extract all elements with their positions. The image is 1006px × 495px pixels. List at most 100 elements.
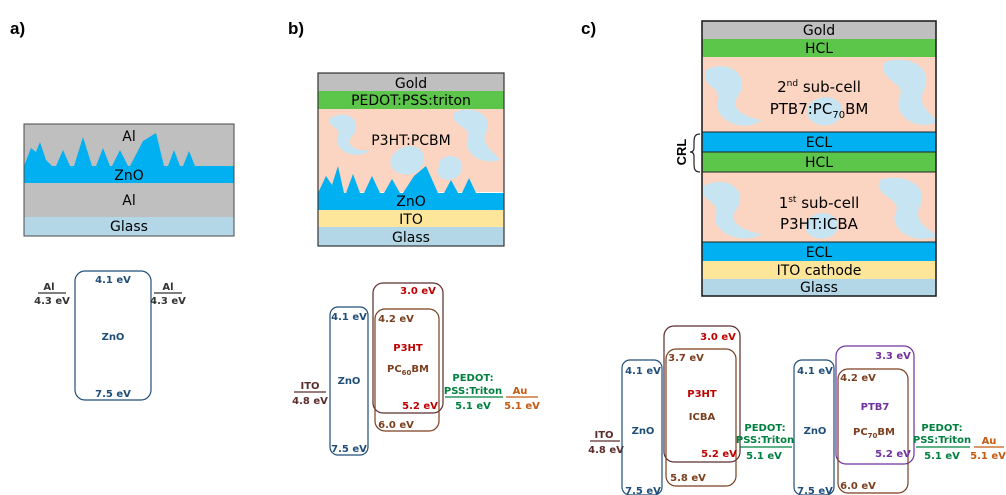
- panel-c-device-stack: Gold HCL 2nd sub-cell PTB7:PC70BM ECL HC…: [701, 20, 937, 297]
- layer-label-al-top: Al: [122, 129, 135, 145]
- band-c-pedot1-line2: PSS:Triton: [736, 435, 794, 446]
- panel-a-device-stack: Al ZnO Al Glass: [23, 123, 235, 237]
- layer-label-subcell-1-material: P3HT:ICBA: [780, 215, 859, 233]
- crl-brace: [689, 133, 701, 173]
- band-b-zno-top: 4.1 eV: [331, 312, 367, 323]
- band-a-zno-box: [74, 270, 152, 401]
- layer-al-bottom: [24, 183, 234, 217]
- band-c-ptb7: PTB7: [861, 402, 890, 413]
- band-b-zno: ZnO: [338, 376, 361, 387]
- zno-spike: [183, 151, 195, 166]
- band-c-p3ht-box: [663, 325, 741, 463]
- layer-gold: [702, 21, 936, 39]
- stack-border: [701, 20, 937, 297]
- band-c-pc70: PC70BM: [853, 427, 895, 440]
- band-b-pcbm-box: [374, 308, 440, 432]
- zno-spike: [130, 133, 164, 166]
- layer-ito-cathode: [702, 261, 936, 279]
- layer-label-ito-cathode: ITO cathode: [777, 263, 862, 279]
- band-b-p3ht-top: 3.0 eV: [400, 286, 436, 297]
- layer-label-subcell-2: 2nd sub-cell: [777, 78, 861, 96]
- band-a-right-metal: Al: [162, 282, 173, 293]
- zno-spikes-1: [24, 142, 52, 166]
- layer-label-ito: ITO: [399, 212, 423, 228]
- band-c-au: Au: [982, 436, 997, 447]
- band-c-ptb7-box: [835, 345, 915, 465]
- band-c-ptb7-top: 3.3 eV: [875, 351, 911, 362]
- band-c-ito: ITO: [594, 430, 613, 441]
- band-c-pc70-box: [837, 368, 909, 494]
- zno-spike: [168, 150, 180, 166]
- band-c-zno2-bottom: 7.5 eV: [797, 486, 833, 495]
- band-c-zno2: ZnO: [804, 426, 827, 437]
- layer-label-glass: Glass: [392, 230, 430, 246]
- layer-gold: [318, 73, 504, 91]
- band-b-p3ht-bottom: 5.2 eV: [402, 401, 438, 412]
- band-c-zno2-top: 4.1 eV: [797, 366, 833, 377]
- zno-spike: [346, 174, 360, 193]
- band-b-zno-box: [329, 306, 369, 456]
- panel-a-label: a): [10, 19, 25, 38]
- band-b-pcbm-top: 4.2 eV: [378, 314, 414, 325]
- band-c-icba-bottom: 5.8 eV: [670, 473, 706, 484]
- layer-glass: [24, 217, 234, 236]
- band-b-p3ht-box: [372, 282, 444, 414]
- band-c-p3ht-top: 3.0 eV: [700, 332, 736, 343]
- band-c-zno2-box: [793, 359, 835, 495]
- band-c-p3ht: P3HT: [687, 389, 717, 400]
- band-a-bottom: 7.5 eV: [95, 389, 131, 400]
- layer-hcl-mid: [702, 152, 936, 172]
- layer-label-ecl-mid: ECL: [806, 135, 833, 151]
- panel-a-band-diagram: Al 4.3 eV 4.1 eV ZnO 7.5 eV Al 4.3 eV: [34, 270, 186, 401]
- band-c-zno1-top: 4.1 eV: [625, 366, 661, 377]
- subcell-1-swirls: [702, 177, 936, 239]
- band-c-zno1: ZnO: [632, 426, 655, 437]
- layer-pedot: [318, 91, 504, 109]
- panel-b-band-diagram: ITO 4.8 eV 4.1 eV ZnO 7.5 eV 3.0 eV 4.2 …: [292, 282, 540, 456]
- band-c-p3ht-bottom: 5.2 eV: [701, 449, 737, 460]
- zno-spike: [403, 166, 438, 193]
- subcell-2-swirls: [704, 59, 936, 126]
- layer-label-subcell-2-material: PTB7:PC70BM: [770, 100, 869, 121]
- panel-b-device-stack: Gold PEDOT:PSS:triton P3HT:PCBM ZnO ITO …: [317, 72, 505, 247]
- layer-label-zno: ZnO: [114, 168, 143, 184]
- zno-spike: [462, 178, 476, 193]
- zno-spike: [384, 179, 400, 193]
- panel-c-band-diagram: ITO 4.8 eV 4.1 eV ZnO 7.5 eV 3.0 eV 3.7 …: [588, 325, 1006, 495]
- layer-label-al-bottom: Al: [122, 193, 135, 209]
- band-b-au-wf: 5.1 eV: [504, 401, 540, 412]
- zno-spike: [74, 137, 92, 166]
- layer-label-glass: Glass: [800, 280, 838, 296]
- stack-border: [317, 72, 505, 247]
- layer-label-subcell-1: 1st sub-cell: [779, 194, 860, 212]
- stack-border: [23, 123, 235, 237]
- band-c-zno1-box: [621, 359, 663, 495]
- band-c-pedot1-wf: 5.1 eV: [746, 451, 782, 462]
- band-b-pedot-line1: PEDOT:: [452, 373, 493, 384]
- layer-glass: [702, 279, 936, 296]
- layer-label-gold: Gold: [395, 76, 427, 92]
- layer-zno: [318, 193, 504, 210]
- band-b-pedot-line2: PSS:Triton: [444, 386, 502, 397]
- band-a-material: ZnO: [102, 332, 125, 343]
- band-c-pc70-bottom: 6.0 eV: [840, 481, 876, 492]
- layer-label-ecl-bottom: ECL: [806, 245, 833, 261]
- bhj-swirls: [329, 109, 500, 180]
- band-b-pedot-wf: 5.1 eV: [455, 401, 491, 412]
- band-c-pedot1-line1: PEDOT:: [744, 423, 785, 434]
- band-a-left-metal: Al: [43, 282, 54, 293]
- band-b-donor: P3HT: [393, 343, 423, 354]
- layer-label-zno: ZnO: [396, 194, 425, 210]
- layer-ecl-bottom: [702, 242, 936, 261]
- band-c-pedot2-line1: PEDOT:: [921, 423, 962, 434]
- band-b-pcbm-bottom: 6.0 eV: [378, 420, 414, 431]
- band-b-zno-bottom: 7.5 eV: [331, 444, 367, 455]
- zno-spike: [96, 148, 110, 166]
- crl-label: CRL: [674, 139, 689, 166]
- layer-al-top: [24, 124, 234, 166]
- layer-hcl-top: [702, 39, 936, 57]
- zno-spike: [444, 180, 458, 193]
- band-c-pedot2-line2: PSS:Triton: [913, 435, 971, 446]
- band-b-ito-wf: 4.8 eV: [292, 396, 328, 407]
